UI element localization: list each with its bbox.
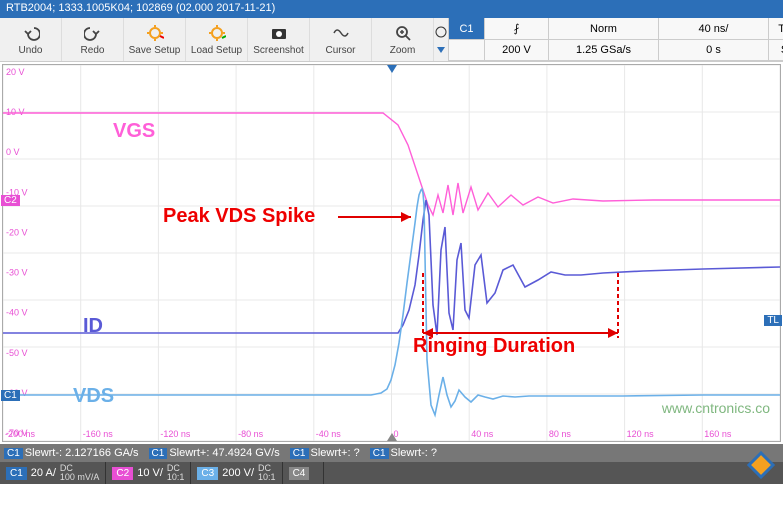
svg-text:80 ns: 80 ns — [549, 429, 572, 439]
channel-settings-bar: C120 A/DC100 mV/AC210 V/DC10:1C3200 V/DC… — [0, 462, 783, 484]
svg-text:10 V: 10 V — [6, 107, 25, 117]
info-cell-0-1: ⨏ — [484, 18, 548, 40]
info-cell-1-4: Sample — [768, 40, 783, 61]
svg-text:120 ns: 120 ns — [627, 429, 655, 439]
svg-text:-70 V: -70 V — [6, 428, 28, 438]
info-cell-1-3: 0 s — [658, 40, 768, 61]
save-setup-button[interactable]: Save Setup — [124, 18, 186, 61]
measurement-3: C1Slewrt-: ? — [370, 447, 437, 459]
channel-2-badge: C2 — [1, 195, 20, 206]
channel-c3-settings[interactable]: C3200 V/DC10:1 — [191, 462, 282, 484]
zoom-button[interactable]: Zoom — [372, 18, 434, 61]
toolbar: UndoRedoSave SetupLoad SetupScreenshotCu… — [0, 18, 783, 62]
svg-text:40 ns: 40 ns — [471, 429, 494, 439]
info-cell-1-0 — [448, 40, 484, 61]
svg-text:-50 V: -50 V — [6, 348, 28, 358]
channel-1-badge: C1 — [1, 390, 20, 401]
svg-text:160 ns: 160 ns — [704, 429, 732, 439]
load-setup-button[interactable]: Load Setup — [186, 18, 248, 61]
svg-text:-30 V: -30 V — [6, 268, 28, 278]
measurement-0: C1Slewrt-: 2.127166 GA/s — [4, 447, 139, 459]
cursor-button[interactable]: Cursor — [310, 18, 372, 61]
svg-text:-40 ns: -40 ns — [316, 429, 342, 439]
screenshot-button[interactable]: Screenshot — [248, 18, 310, 61]
trace-label-vgs: VGS — [113, 120, 155, 143]
title-bar: RTB2004; 1333.1005K04; 102869 (02.000 20… — [0, 0, 783, 18]
info-cell-1-1: 200 V — [484, 40, 548, 61]
annotation-peak-vds: Peak VDS Spike — [163, 205, 315, 228]
svg-text:-160 ns: -160 ns — [83, 429, 114, 439]
svg-text:20 V: 20 V — [6, 67, 25, 77]
channel-c2-settings[interactable]: C210 V/DC10:1 — [106, 462, 191, 484]
info-cell-1-2: 1.25 GSa/s — [548, 40, 658, 61]
trigger-level-badge: TL — [764, 315, 782, 326]
svg-text:0 V: 0 V — [6, 147, 20, 157]
measurement-strip: C1Slewrt-: 2.127166 GA/s C1Slewrt+: 47.49… — [0, 444, 783, 462]
trigger-indicator — [434, 18, 448, 61]
measurement-1: C1Slewrt+: 47.4924 GV/s — [149, 447, 280, 459]
info-cell-0-3: 40 ns/ — [658, 18, 768, 40]
svg-text:-40 V: -40 V — [6, 308, 28, 318]
undo-button[interactable]: Undo — [0, 18, 62, 61]
redo-button[interactable]: Redo — [62, 18, 124, 61]
trace-label-id: ID — [83, 315, 103, 338]
info-cell-0-2: Norm — [548, 18, 658, 40]
oscilloscope-display: -200 ns-160 ns-120 ns-80 ns-40 ns040 ns8… — [2, 64, 781, 442]
watermark: www.cntronics.co — [662, 400, 770, 416]
channel-c1-settings[interactable]: C120 A/DC100 mV/A — [0, 462, 106, 484]
annotation-ringing: Ringing Duration — [413, 335, 575, 358]
trace-label-vds: VDS — [73, 385, 114, 408]
measurement-2: C1Slewrt+: ? — [290, 447, 360, 459]
info-cell-0-4: Trig?: 6s — [768, 18, 783, 40]
svg-text:-120 ns: -120 ns — [160, 429, 191, 439]
svg-text:-80 ns: -80 ns — [238, 429, 264, 439]
svg-text:-20 V: -20 V — [6, 227, 28, 237]
rs-logo — [745, 449, 777, 481]
channel-c4-settings[interactable]: C4 — [283, 462, 325, 484]
info-cell-0-0: C1 — [448, 18, 484, 40]
